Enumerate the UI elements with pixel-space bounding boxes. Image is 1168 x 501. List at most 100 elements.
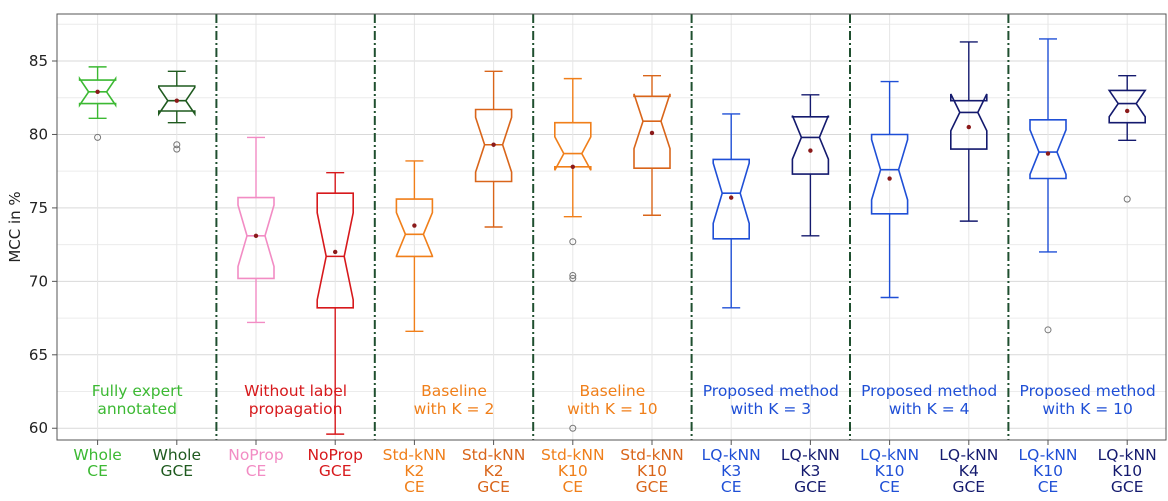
group-annotation-line: with K = 3 <box>730 400 811 418</box>
group-annotation: Baseline with K = 2 <box>414 382 495 418</box>
mean-marker <box>649 130 655 136</box>
x-category-label-line: CE <box>879 478 900 496</box>
x-category-label-line: NoProp <box>307 446 363 464</box>
box-body <box>395 198 434 258</box>
x-category-label-line: GCE <box>1111 478 1144 496</box>
group-annotation: Baseline with K = 10 <box>567 382 658 418</box>
x-category-label-line: LQ-kNN <box>781 446 840 464</box>
x-category-label-line: LQ-kNN <box>860 446 919 464</box>
box-body <box>870 133 909 215</box>
mean-marker <box>570 164 575 169</box>
x-category-label: Std-kNN K10 GCE <box>620 446 684 496</box>
box-body <box>553 121 592 171</box>
x-category-label-line: K4 <box>959 462 979 480</box>
x-category-label-line: GCE <box>477 478 510 496</box>
x-category-label: Std-kNN K10 CE <box>541 446 605 496</box>
box-12 <box>1029 38 1067 334</box>
box-body <box>158 85 196 117</box>
outlier-point <box>569 424 577 432</box>
x-category-label: LQ-kNN K10 CE <box>860 446 919 496</box>
group-annotation: Proposed method with K = 3 <box>703 382 839 418</box>
mean-marker <box>808 148 813 153</box>
x-category-label-line: K10 <box>1033 462 1063 480</box>
y-tick-label: 75 <box>29 199 48 217</box>
grid-lines <box>57 14 1166 440</box>
box-body <box>474 108 513 183</box>
group-annotation-line: Proposed method <box>703 382 839 400</box>
x-category-label-line: LQ-kNN <box>1098 446 1157 464</box>
outlier-point <box>94 133 102 141</box>
plot-frame <box>56 13 1167 441</box>
box-5 <box>474 70 513 228</box>
y-tick-label: 85 <box>29 52 48 70</box>
x-category-label-line: Std-kNN <box>541 446 605 464</box>
mean-marker <box>333 249 338 255</box>
box-1 <box>158 70 196 153</box>
box-9 <box>791 94 830 237</box>
x-category-label: Std-kNN K2 GCE <box>462 446 526 496</box>
mean-marker <box>253 233 259 239</box>
x-category-label-line: K3 <box>800 462 820 480</box>
x-category-label-line: LQ-kNN <box>702 446 761 464</box>
x-category-label-line: K2 <box>404 462 424 480</box>
box-body <box>633 93 671 169</box>
group-annotation-line: with K = 10 <box>1042 400 1133 418</box>
mean-marker <box>1045 151 1051 156</box>
box-series <box>78 38 1147 435</box>
group-annotation: Fully expert annotated <box>92 382 183 418</box>
mean-marker <box>966 124 971 130</box>
x-category-label-line: Whole <box>153 446 201 464</box>
group-annotation-line: Baseline <box>580 382 646 400</box>
group-annotation-line: with K = 4 <box>889 400 970 418</box>
outlier-point <box>569 271 577 279</box>
group-annotation-line: with K = 10 <box>567 400 658 418</box>
x-category-label: LQ-kNN K4 GCE <box>939 446 998 496</box>
x-category-label: Whole CE <box>73 446 121 480</box>
x-category-label-line: K3 <box>721 462 741 480</box>
box-13 <box>1107 74 1147 203</box>
box-body <box>316 192 355 309</box>
x-category-label-line: CE <box>562 478 583 496</box>
mean-marker <box>95 89 100 95</box>
mean-marker <box>729 195 734 200</box>
group-annotation-line: Fully expert <box>92 382 183 400</box>
box-7 <box>633 74 671 216</box>
box-body <box>949 93 988 150</box>
group-annotation: Without label propagation <box>244 382 347 418</box>
x-category-label-line: K2 <box>484 462 504 480</box>
box-body <box>712 158 751 240</box>
x-category-label-line: CE <box>246 462 267 480</box>
x-category-label-line: Std-kNN <box>620 446 684 464</box>
x-category-label: LQ-kNN K10 GCE <box>1098 446 1157 496</box>
y-tick-label: 60 <box>29 419 48 437</box>
y-tick-label: 80 <box>29 125 48 143</box>
x-category-label-line: Std-kNN <box>383 446 447 464</box>
box-body <box>78 75 117 108</box>
mean-marker <box>1125 108 1130 114</box>
x-category-label-line: CE <box>87 462 108 480</box>
x-category-label: NoProp CE <box>228 446 284 480</box>
box-body <box>1107 89 1147 124</box>
box-6 <box>553 77 592 432</box>
group-annotation: Proposed method with K = 4 <box>861 382 997 418</box>
x-category-label-line: K10 <box>875 462 905 480</box>
y-tick-label: 65 <box>29 346 48 364</box>
group-annotation-line: Proposed method <box>1020 382 1156 400</box>
x-category-label-line: GCE <box>636 478 669 496</box>
group-dividers <box>215 14 1010 440</box>
box-8 <box>712 113 751 309</box>
mean-marker <box>412 223 417 228</box>
x-category-label-line: Whole <box>73 446 121 464</box>
x-category-label: LQ-kNN K3 CE <box>702 446 761 496</box>
outlier-point <box>569 238 577 246</box>
y-tick-label: 70 <box>29 272 48 290</box>
x-category-label-line: GCE <box>952 478 985 496</box>
x-category-label-line: GCE <box>319 462 352 480</box>
box-10 <box>870 80 909 299</box>
x-category-label: NoProp GCE <box>307 446 363 480</box>
x-category-label-line: K10 <box>1112 462 1142 480</box>
x-category-label-line: LQ-kNN <box>939 446 998 464</box>
box-11 <box>949 41 988 222</box>
